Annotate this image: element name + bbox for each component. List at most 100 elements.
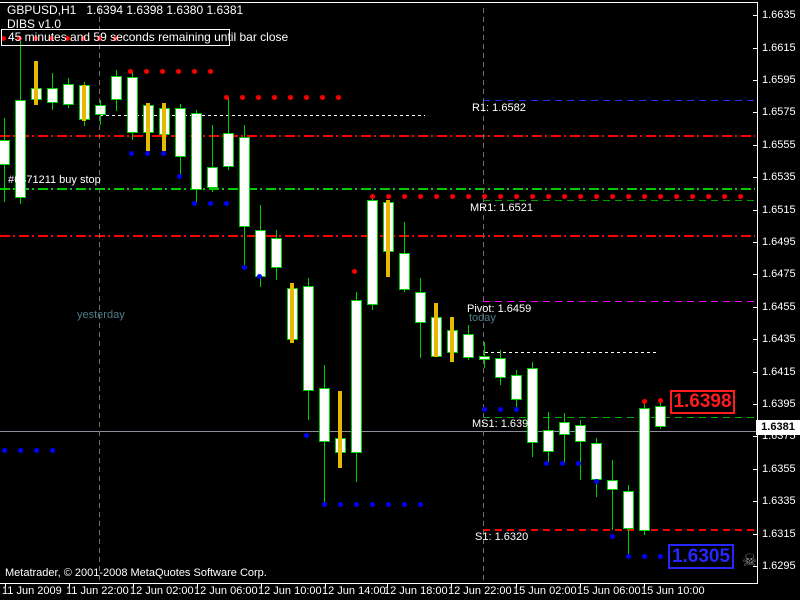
candle-body bbox=[175, 108, 186, 157]
red-signal-dot bbox=[240, 95, 245, 100]
red-signal-dot bbox=[450, 194, 455, 199]
blue-signal-dot bbox=[192, 201, 197, 206]
inside-bar-marker bbox=[434, 303, 438, 357]
skull-icon: ☠ bbox=[742, 551, 758, 570]
x-axis-label: 12 Jun 06:00 bbox=[194, 585, 258, 597]
red-signal-dot bbox=[304, 95, 309, 100]
candle-body bbox=[543, 430, 554, 452]
y-axis-label: 1.6615 bbox=[762, 42, 796, 54]
red-signal-dot bbox=[466, 194, 471, 199]
candle-body bbox=[623, 491, 634, 529]
blue-signal-dot bbox=[498, 407, 503, 412]
red-signal-dot bbox=[674, 194, 679, 199]
inside-bar-marker bbox=[82, 85, 86, 121]
candle-body bbox=[127, 77, 138, 133]
buy-stop-order-line[interactable] bbox=[0, 188, 755, 190]
y-axis-tick bbox=[753, 469, 757, 470]
x-axis-tick bbox=[387, 583, 388, 587]
countdown-box bbox=[1, 29, 230, 46]
blue-signal-dot bbox=[322, 502, 327, 507]
candle-body bbox=[111, 76, 122, 100]
candle-wick bbox=[580, 420, 581, 480]
blue-signal-dot bbox=[482, 407, 487, 412]
x-axis-tick bbox=[644, 583, 645, 587]
candle-body bbox=[95, 105, 106, 115]
symbol-ohlc-readout: GBPUSD,H1 1.6394 1.6398 1.6380 1.6381 bbox=[7, 3, 244, 17]
red-signal-dot bbox=[97, 36, 102, 41]
blue-signal-dot bbox=[642, 554, 647, 559]
x-axis-label: 12 Jun 02:00 bbox=[130, 585, 194, 597]
bar-close-countdown: 45 minutes and 59 seconds remaining unti… bbox=[8, 30, 289, 44]
low-price-tag: 1.6305 bbox=[668, 544, 734, 569]
candle-body bbox=[0, 140, 10, 165]
y-axis-tick bbox=[753, 307, 757, 308]
r1-line bbox=[483, 100, 755, 101]
candle-wick bbox=[484, 342, 485, 368]
white-dotted-high-line bbox=[100, 115, 425, 116]
red-signal-dot bbox=[738, 194, 743, 199]
y-axis-label: 1.6535 bbox=[762, 171, 796, 183]
y-axis-label: 1.6435 bbox=[762, 333, 796, 345]
mr1-level-label: MR1: 1.6521 bbox=[470, 202, 533, 214]
chart-top-border bbox=[0, 2, 757, 3]
y-axis-label: 1.6495 bbox=[762, 236, 796, 248]
red-signal-dot bbox=[128, 69, 133, 74]
blue-signal-dot bbox=[576, 461, 581, 466]
red-signal-dot bbox=[1, 36, 6, 41]
mr1-line bbox=[483, 200, 755, 201]
candle-wick bbox=[612, 460, 613, 530]
red-signal-dot bbox=[272, 95, 277, 100]
red-signal-dot bbox=[610, 194, 615, 199]
blue-signal-dot bbox=[18, 448, 23, 453]
blue-signal-dot bbox=[34, 448, 39, 453]
red-signal-dot bbox=[160, 69, 165, 74]
inside-bar-marker bbox=[162, 103, 166, 151]
blue-signal-dot bbox=[224, 201, 229, 206]
red-signal-dot bbox=[208, 69, 213, 74]
y-axis-label: 1.6555 bbox=[762, 139, 796, 151]
x-axis-label: 12 Jun 14:00 bbox=[322, 585, 386, 597]
inside-bar-marker bbox=[146, 103, 150, 151]
copyright-text: Metatrader, © 2001-2008 MetaQuotes Softw… bbox=[5, 567, 267, 579]
blue-signal-dot bbox=[386, 502, 391, 507]
blue-signal-dot bbox=[242, 265, 247, 270]
inside-bar-marker bbox=[386, 200, 390, 277]
red-signal-dot bbox=[192, 69, 197, 74]
blue-signal-dot bbox=[354, 502, 359, 507]
y-axis-tick bbox=[753, 80, 757, 81]
red-signal-dot bbox=[530, 194, 535, 199]
prev-high-red-line bbox=[0, 135, 755, 137]
y-axis-tick bbox=[753, 404, 757, 405]
red-signal-dot bbox=[65, 36, 70, 41]
blue-signal-dot bbox=[544, 461, 549, 466]
blue-signal-dot bbox=[626, 554, 631, 559]
red-signal-dot bbox=[336, 95, 341, 100]
y-axis-label: 1.6355 bbox=[762, 463, 796, 475]
day-separator bbox=[99, 8, 100, 583]
red-signal-dot bbox=[434, 194, 439, 199]
candle-body bbox=[319, 388, 330, 442]
chart-area[interactable] bbox=[0, 0, 758, 584]
red-signal-dot bbox=[546, 194, 551, 199]
red-signal-dot bbox=[658, 194, 663, 199]
x-axis-label: 12 Jun 10:00 bbox=[258, 585, 322, 597]
x-axis-label: 15 Jun 02:00 bbox=[513, 585, 577, 597]
x-axis-label: 11 Jun 22:00 bbox=[66, 585, 129, 597]
blue-signal-dot bbox=[658, 554, 663, 559]
y-axis-label: 1.6315 bbox=[762, 528, 796, 540]
y-axis-tick bbox=[753, 48, 757, 49]
indicator-name-label: DIBS v1.0 bbox=[7, 17, 62, 31]
current-price-line bbox=[0, 431, 757, 432]
red-signal-dot bbox=[224, 95, 229, 100]
blue-signal-dot bbox=[560, 461, 565, 466]
ms1-line bbox=[483, 417, 755, 418]
candle-body bbox=[463, 334, 474, 358]
buy-stop-order-label[interactable]: #6471211 buy stop bbox=[8, 174, 101, 186]
y-axis-tick bbox=[753, 112, 757, 113]
y-axis-tick bbox=[753, 566, 757, 567]
y-axis-label: 1.6395 bbox=[762, 398, 796, 410]
inside-bar-marker bbox=[338, 391, 342, 468]
y-axis-tick bbox=[753, 242, 757, 243]
candle-body bbox=[527, 368, 538, 443]
candle-body bbox=[207, 167, 218, 188]
